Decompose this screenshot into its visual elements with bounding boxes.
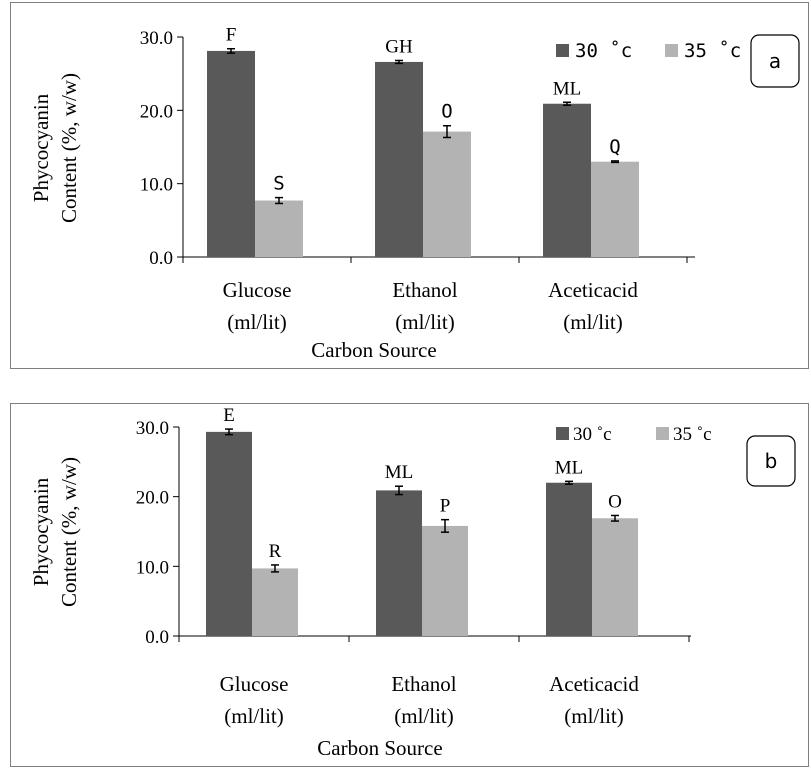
significance-letter: O — [608, 491, 622, 512]
chart-panel-b: 0.0 10.0 20.0 30.0 E R Glucose (ml/lit) ML P Ethan… — [10, 403, 809, 767]
panel-label: b — [765, 449, 778, 473]
x-category-sublabel: (ml/lit) — [395, 310, 455, 334]
y-tick-label: 10.0 — [140, 175, 173, 196]
x-category-label: Ethanol — [391, 672, 456, 696]
significance-letter: ML — [385, 462, 414, 483]
legend-label: 30 ˚c — [575, 40, 632, 62]
x-category-label: Aceticacid — [548, 278, 638, 302]
bar-series2-2 — [422, 525, 468, 636]
x-category-sublabel: (ml/lit) — [564, 704, 624, 728]
bar-series1-1 — [206, 431, 252, 636]
panel-label-box — [746, 435, 796, 487]
legend-label: 35 ˚c — [684, 40, 741, 62]
x-category-label: Glucose — [220, 672, 289, 696]
significance-letter: ML — [555, 457, 584, 478]
significance-letter: ML — [553, 78, 582, 99]
significance-letter: E — [223, 405, 235, 426]
bar-series2-1 — [255, 200, 303, 257]
y-tick-label: 20.0 — [136, 488, 169, 509]
legend-label: 30 ˚c — [573, 424, 612, 445]
legend-swatch — [556, 44, 569, 57]
y-axis-title-line1: Phycocyanin — [29, 477, 53, 586]
y-tick-label: 30.0 — [140, 28, 173, 49]
panel-label-box — [750, 34, 800, 88]
x-category-label: Ethanol — [392, 278, 457, 302]
y-axis-title-line2: Content (%, w/w) — [57, 73, 81, 223]
x-axis-title: Carbon Source — [311, 338, 436, 362]
significance-letter: O — [441, 101, 452, 123]
x-category-label: Aceticacid — [549, 672, 639, 696]
x-axis-title: Carbon Source — [317, 736, 442, 760]
chart-panel-a: 0.0 10.0 20.0 30.0 F S Glucose (ml/lit) GH O Ethan… — [10, 2, 809, 369]
y-tick-label: 10.0 — [136, 557, 169, 578]
y-tick-label: 0.0 — [145, 627, 169, 648]
significance-letter: S — [273, 173, 284, 195]
bar-series1-2 — [375, 61, 423, 257]
bar-series2-3 — [591, 161, 639, 257]
x-category-label: Glucose — [223, 278, 292, 302]
x-category-sublabel: (ml/lit) — [224, 704, 284, 728]
significance-letter: Q — [609, 136, 620, 158]
legend-swatch — [656, 427, 669, 440]
significance-letter: GH — [385, 36, 413, 57]
y-tick-label: 20.0 — [140, 101, 173, 122]
y-axis-title-line1: Phycocyanin — [29, 93, 53, 202]
legend-swatch — [556, 427, 569, 440]
bar-series2-1 — [252, 568, 298, 636]
bar-series1-3 — [546, 482, 592, 636]
bar-series2-3 — [592, 518, 638, 636]
bar-chart-b: 0.0 10.0 20.0 30.0 E R Glucose (ml/lit) ML P Ethan… — [29, 405, 796, 760]
legend-label: 35 ˚c — [673, 424, 712, 445]
x-category-sublabel: (ml/lit) — [394, 704, 454, 728]
bar-series1-1 — [207, 50, 255, 257]
x-category-sublabel: (ml/lit) — [563, 310, 623, 334]
bar-series2-2 — [423, 131, 471, 257]
significance-letter: F — [226, 25, 237, 46]
bar-chart-a: 0.0 10.0 20.0 30.0 F S Glucose (ml/lit) GH O Ethan… — [29, 25, 800, 362]
bar-series1-3 — [543, 103, 591, 257]
legend-swatch — [665, 44, 678, 57]
x-category-sublabel: (ml/lit) — [227, 310, 287, 334]
y-tick-label: 0.0 — [149, 248, 173, 269]
y-axis-title-line2: Content (%, w/w) — [57, 457, 81, 607]
significance-letter: P — [440, 496, 451, 517]
significance-letter: R — [269, 541, 282, 562]
bar-series1-2 — [376, 490, 422, 636]
y-tick-label: 30.0 — [136, 418, 169, 439]
panel-label: a — [769, 49, 781, 73]
